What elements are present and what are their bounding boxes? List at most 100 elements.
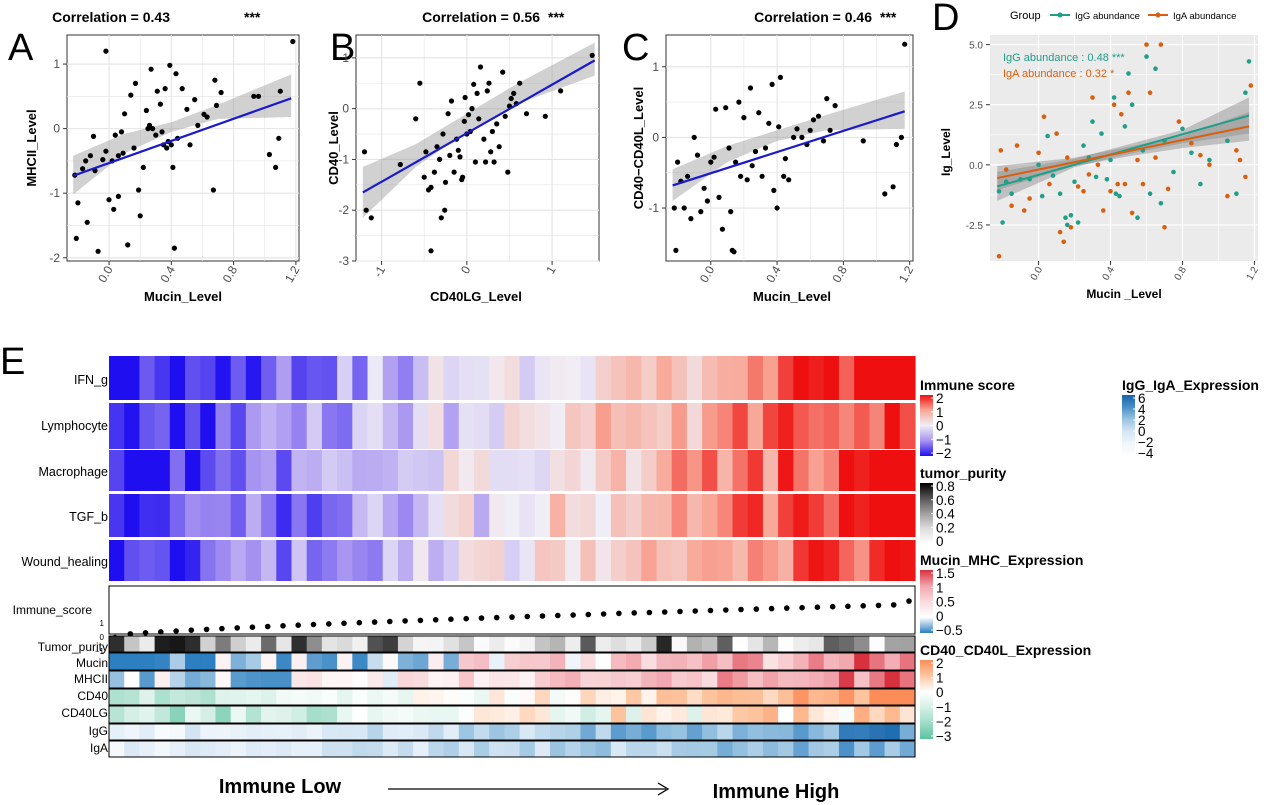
annotation-cell: [473, 724, 490, 740]
annotation-cell: [428, 671, 445, 688]
confidence-band-igg: [997, 97, 1249, 201]
annotation-cell: [550, 636, 566, 652]
annotation-cell: [899, 706, 916, 723]
data-point-iga: [1041, 114, 1047, 119]
x-tick-label: 0: [458, 263, 474, 276]
data-point: [558, 88, 564, 94]
annotation-cell: [823, 671, 840, 688]
data-point: [827, 127, 833, 133]
heatmap-cell: [717, 356, 734, 400]
data-point: [477, 64, 484, 70]
annotation-cell: [124, 724, 141, 740]
annotation-cell: [732, 706, 749, 723]
data-point: [457, 154, 463, 160]
data-point: [769, 81, 775, 87]
heatmap-cell: [306, 540, 323, 581]
heatmap-cell: [321, 450, 338, 491]
heatmap-cell: [793, 494, 810, 537]
data-point: [428, 184, 434, 190]
annotation-cell: [793, 724, 810, 740]
annotation-cell: [884, 671, 901, 688]
annotation-cell: [489, 706, 505, 723]
annotation-cell: [169, 741, 186, 757]
heatmap-cell: [245, 356, 262, 400]
immune-score-point: [249, 624, 256, 630]
annotation-cell: [838, 741, 855, 757]
annotation-cell: [656, 671, 673, 688]
data-point-iga: [1122, 181, 1128, 187]
annotation-cell: [823, 741, 840, 757]
legend-tick-label: 4: [1138, 402, 1146, 417]
data-point: [397, 161, 403, 168]
heatmap-cell: [671, 403, 688, 449]
row-label-tumor-purity: Tumor_purity: [38, 640, 108, 654]
annotation-cell: [838, 636, 855, 652]
annotation-cell: [641, 724, 658, 740]
annotation-cell: [747, 689, 764, 705]
data-point-iga: [1057, 229, 1063, 235]
data-point: [461, 118, 467, 124]
annotation-cell: [838, 653, 855, 670]
data-point: [361, 149, 368, 155]
data-point: [500, 69, 506, 75]
annotation-cell: [641, 706, 658, 723]
immune-score-point: [188, 627, 195, 633]
heatmap-cell: [169, 450, 186, 491]
legend-tick-label: −4: [1138, 446, 1154, 461]
heatmap-cell: [534, 356, 551, 400]
y-tick-label: 1: [652, 60, 659, 74]
immune-score-point: [295, 622, 302, 628]
annotation-cell: [869, 653, 886, 670]
data-point: [157, 101, 163, 107]
annotation-cell: [443, 653, 460, 670]
annotation-cell: [154, 653, 171, 670]
heatmap-cell: [747, 450, 764, 491]
immune-score-heatmap: [108, 356, 916, 758]
data-point: [111, 206, 117, 212]
annotation-cell: [215, 741, 232, 757]
legend-tick-label: 6: [1138, 391, 1146, 406]
annotation-cell: [747, 671, 764, 688]
annotation-cell: [823, 706, 840, 723]
heatmap-cell: [550, 450, 566, 491]
heatmap-cell: [382, 450, 399, 491]
annotation-cell: [626, 653, 642, 670]
heatmap-cell: [686, 450, 703, 491]
heatmap-cell: [778, 356, 794, 400]
data-point-igg: [1198, 181, 1203, 187]
heatmap-cell: [686, 403, 703, 449]
legend-dot-iga: [1155, 12, 1161, 18]
data-point-iga: [1027, 196, 1032, 201]
data-point: [455, 147, 461, 153]
annotation-cell: [504, 689, 521, 705]
heatmap-cell: [732, 540, 749, 581]
heatmap-cell: [169, 540, 186, 581]
legend-title: CD40_CD40L_Expression: [920, 642, 1091, 658]
legend-color-bar: [920, 483, 933, 544]
heatmap-cell: [641, 494, 658, 537]
heatmap-cell: [686, 356, 703, 400]
annotation-cell: [413, 653, 429, 670]
heatmap-cell: [185, 450, 201, 491]
annotation-cell: [306, 689, 323, 705]
immune-score-point: [448, 616, 454, 622]
data-point: [440, 131, 446, 137]
data-point-iga: [1009, 203, 1014, 208]
data-point: [749, 163, 755, 169]
heatmap-cell: [230, 356, 247, 400]
heatmap-cell: [321, 403, 338, 449]
row-label-mhcii: MHCII: [74, 672, 108, 686]
heatmap-cell: [124, 540, 141, 581]
y-tick-label: 0: [652, 130, 659, 144]
data-point: [451, 169, 457, 175]
heatmap-cell: [413, 356, 429, 400]
heatmap-cell: [762, 403, 779, 449]
data-point: [115, 193, 121, 199]
data-point: [438, 215, 444, 221]
annotation-cell: [610, 671, 627, 688]
annotation-cell: [185, 689, 201, 705]
heatmap-cell: [747, 403, 764, 449]
heatmap-cell: [397, 540, 414, 581]
data-point-igg: [996, 189, 1002, 194]
